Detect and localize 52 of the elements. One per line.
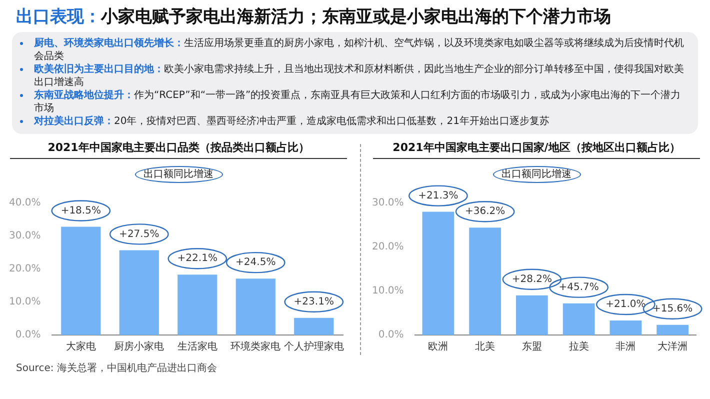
x-tick-label: 个人护理家电	[284, 340, 344, 353]
bar	[422, 212, 454, 335]
y-tick-label: 0.0%	[378, 330, 404, 341]
text: 欧美依旧为主要出口目的地：欧美小家电需求持续上升，且当地出现技术和原材料断供，因此当地生产企业的部分订单转移至中国，使得我国对欧美出口增速高	[34, 64, 684, 88]
text: 厨电、环境类家电出口领先增长：生活应用场景更垂直的厨房小家电，如榨汁机、空气炸锅，以及环境类家电如吸尘器等或将继续成为后疫情时代机会品类	[34, 38, 684, 62]
x-tick-label: 非洲	[616, 340, 636, 353]
chart-title: 2021年中国家电主要出口品类（按品类出口额占比）	[10, 140, 347, 159]
source-note: Source: 海关总署，中国机电产品进出口商会	[16, 362, 218, 375]
y-tick-label: 30.0%	[372, 198, 404, 209]
annotation: +23.1%	[294, 296, 334, 308]
x-tick-label: 大家电	[66, 340, 96, 353]
y-tick-label: 0.0%	[15, 330, 41, 341]
text: 出口表现：小家电赋予家电出海新活力；东南亚或是小家电出海的下个潜力市场	[16, 6, 612, 28]
annotation: +21.0%	[606, 299, 646, 310]
annotation: +24.5%	[236, 257, 276, 268]
bar	[656, 324, 688, 335]
y-tick-label: 10.0%	[372, 286, 404, 297]
bar	[236, 278, 276, 335]
y-tick-label: 40.0%	[8, 198, 41, 209]
text: 出口额同比增速	[134, 166, 222, 183]
annotation: +15.6%	[652, 303, 693, 314]
annotation: +36.2%	[465, 206, 506, 218]
bar	[469, 228, 502, 335]
annotation: +27.5%	[119, 228, 160, 240]
x-tick-label: 厨房小家电	[114, 340, 164, 353]
annotation: +21.3%	[418, 190, 458, 202]
text: 东南亚战略地位提升：作为“RCEP”和“一带一路”的投资重点，东南亚具有巨大政策和人口红利方面的市场吸引力，或成为小家电出海的下一个潜力市场	[34, 90, 681, 114]
bar	[178, 274, 218, 335]
x-tick-label: 东盟	[522, 340, 542, 353]
x-tick-label: 大洋洲	[658, 340, 688, 353]
x-tick-label: 欧洲	[428, 340, 448, 353]
x-tick-label: 拉美	[568, 340, 589, 353]
x-tick-label: 环境类家电	[230, 340, 281, 353]
bar	[610, 320, 642, 335]
bar	[516, 295, 548, 335]
x-tick-label: 北美	[475, 340, 496, 353]
bar	[294, 318, 334, 335]
annotation: +22.1%	[177, 253, 218, 264]
annotation: +45.7%	[558, 282, 599, 293]
y-tick-label: 20.0%	[8, 264, 41, 275]
bar	[562, 303, 595, 335]
y-tick-label: 10.0%	[8, 296, 41, 308]
y-tick-label: 20.0%	[372, 242, 404, 253]
bar	[61, 226, 101, 335]
chart-title: 2021年中国家电主要出口国家/地区（按地区出口额占比）	[373, 140, 700, 159]
annotation: +28.2%	[512, 274, 552, 285]
annotation: +18.5%	[60, 205, 101, 216]
y-tick-label: 30.0%	[8, 230, 41, 242]
text: 出口额同比增速	[492, 166, 580, 183]
bar	[119, 250, 159, 335]
x-tick-label: 生活家电	[177, 340, 218, 353]
text: 对拉美出口反弹：20年，疫情对巴西、墨西哥经济冲击严重，造成家电低需求和出口低基数，21年开始出口逐步复苏	[34, 115, 550, 128]
